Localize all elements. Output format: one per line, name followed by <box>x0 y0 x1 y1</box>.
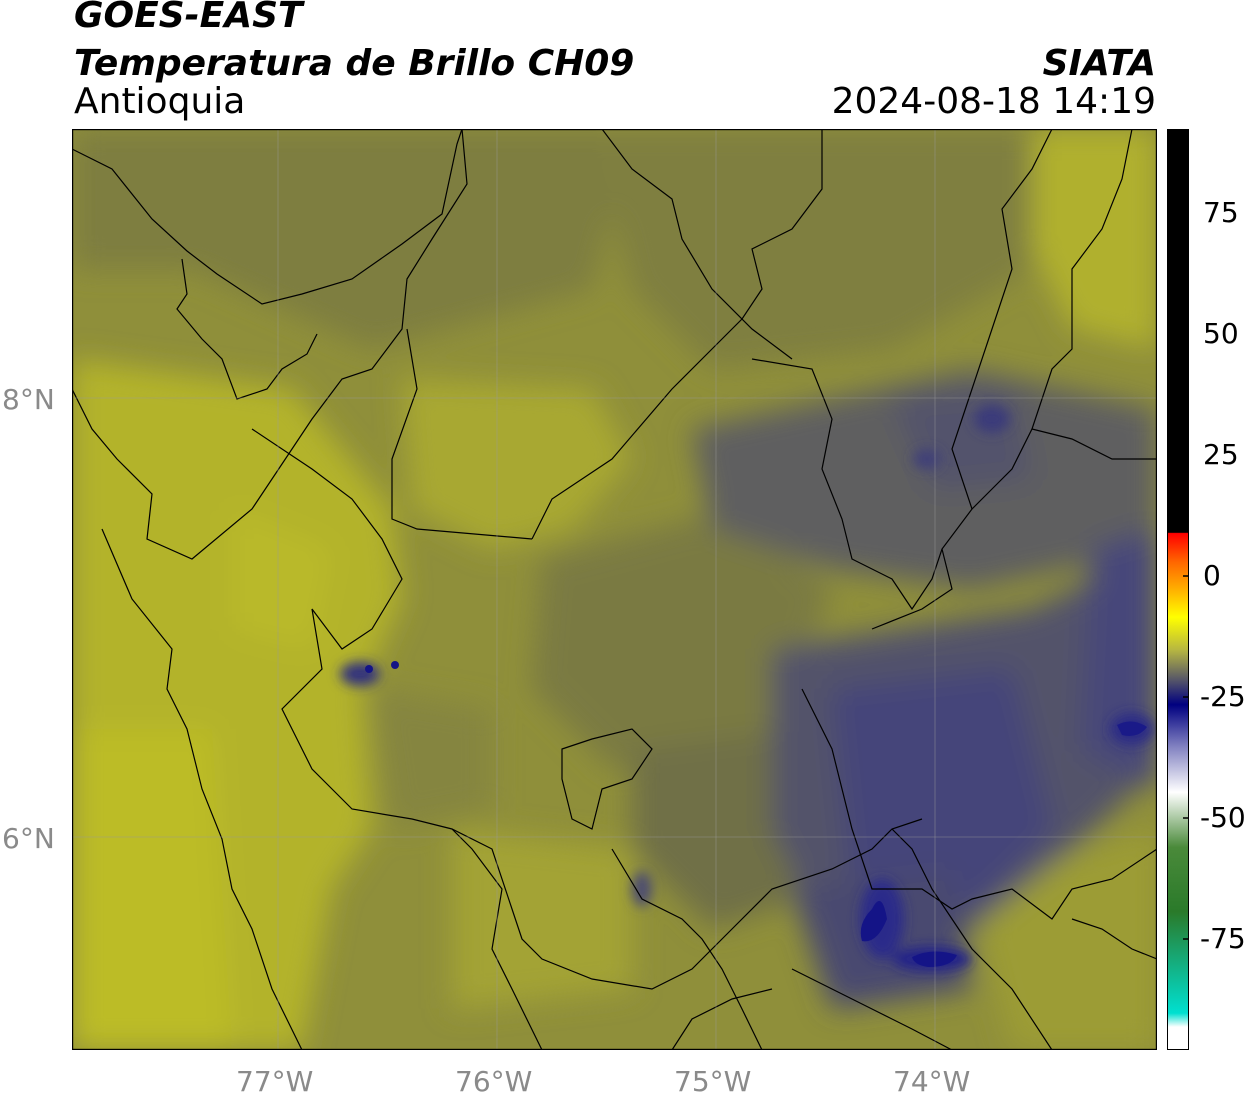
lon-tick-76w: 76°W <box>455 1065 533 1098</box>
lon-tick-77w: 77°W <box>236 1065 314 1098</box>
colorbar-tick-75: 75 <box>1203 196 1239 229</box>
colorbar-tick-minus25: -25 <box>1200 680 1246 713</box>
colorbar-tick-0: 0 <box>1203 559 1221 592</box>
colorbar-tick-50: 50 <box>1203 317 1239 350</box>
lat-tick-6n: 6°N <box>2 822 55 855</box>
very-cold-spots <box>365 661 1147 967</box>
map-frame <box>72 129 1157 1050</box>
colorbar-tick-minus75: -75 <box>1200 922 1246 955</box>
product-title: Temperatura de Brillo CH09 <box>74 43 635 84</box>
colorbar-tick-25: 25 <box>1203 438 1239 471</box>
lon-tick-74w: 74°W <box>893 1065 971 1098</box>
temperature-colorbar <box>1167 129 1189 1050</box>
satellite-title: GOES-EAST <box>74 0 303 36</box>
organization-label: SIATA <box>1042 43 1156 84</box>
colorbar-tick-minus50: -50 <box>1200 801 1246 834</box>
lat-tick-8n: 8°N <box>2 383 55 416</box>
gridlines <box>72 129 1157 1050</box>
lon-tick-75w: 75°W <box>674 1065 752 1098</box>
region-label: Antioquia <box>74 81 246 122</box>
borders <box>72 129 1157 1050</box>
datetime-label: 2024-08-18 14:19 <box>831 81 1156 122</box>
brightness-temperature-map <box>72 129 1157 1050</box>
